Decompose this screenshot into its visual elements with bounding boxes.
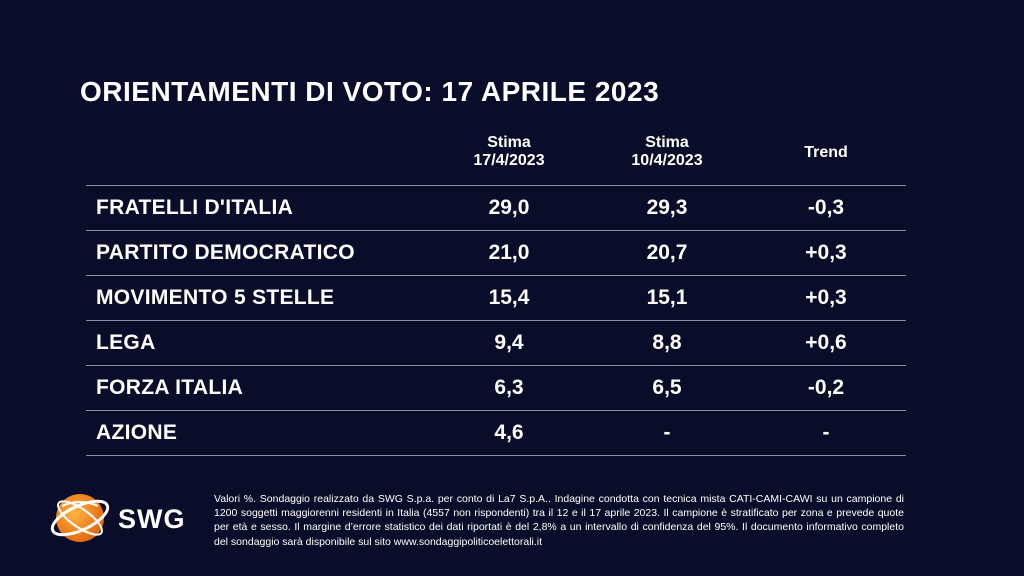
value-trend: +0,3 [805,286,847,309]
value-current: 9,4 [494,331,524,354]
table-header: Stima 17/4/2023 Stima 10/4/2023 Trend [86,130,906,185]
value-trend: -0,2 [807,376,845,399]
header-stima-previous: Stima 10/4/2023 [597,134,737,170]
party-name: AZIONE [96,421,178,444]
table-row: FRATELLI D'ITALIA 29,0 29,3 -0,3 [86,185,906,230]
value-previous: 29,3 [646,196,688,219]
value-current: 4,6 [494,421,524,444]
methodology-note: Valori %. Sondaggio realizzato da SWG S.… [214,493,904,548]
table-row: FORZA ITALIA 6,3 6,5 -0,2 [86,365,906,410]
value-trend: +0,3 [805,241,847,264]
header-stima-current: Stima 17/4/2023 [439,134,579,170]
header-label: Stima [645,134,689,151]
page-title: ORIENTAMENTI DI VOTO: 17 APRILE 2023 [80,76,660,107]
value-current: 6,3 [494,376,524,399]
header-trend: Trend [804,144,848,161]
value-previous: 8,8 [652,331,682,354]
table-row: MOVIMENTO 5 STELLE 15,4 15,1 +0,3 [86,275,906,320]
globe-icon [50,494,110,542]
value-previous: 6,5 [652,376,682,399]
party-name: PARTITO DEMOCRATICO [96,241,355,264]
value-current: 29,0 [488,196,530,219]
value-trend: -0,3 [807,196,845,219]
header-label: Stima [487,134,531,151]
value-current: 15,4 [488,286,530,309]
party-name: LEGA [96,331,156,354]
poll-table: Stima 17/4/2023 Stima 10/4/2023 Trend FR… [86,130,906,456]
logo-text: SWG [118,504,186,534]
header-date: 17/4/2023 [473,152,545,169]
value-previous: 20,7 [646,241,688,264]
party-name: FORZA ITALIA [96,376,244,399]
party-name: MOVIMENTO 5 STELLE [96,286,335,309]
value-trend: +0,6 [805,331,847,354]
value-current: 21,0 [488,241,530,264]
value-previous: 15,1 [646,286,688,309]
party-name: FRATELLI D'ITALIA [96,196,294,219]
header-date: 10/4/2023 [631,152,703,169]
table-row: PARTITO DEMOCRATICO 21,0 20,7 +0,3 [86,230,906,275]
table-row: AZIONE 4,6 - - [86,410,906,456]
value-trend: - [822,421,830,444]
table-row: LEGA 9,4 8,8 +0,6 [86,320,906,365]
value-previous: - [663,421,671,444]
